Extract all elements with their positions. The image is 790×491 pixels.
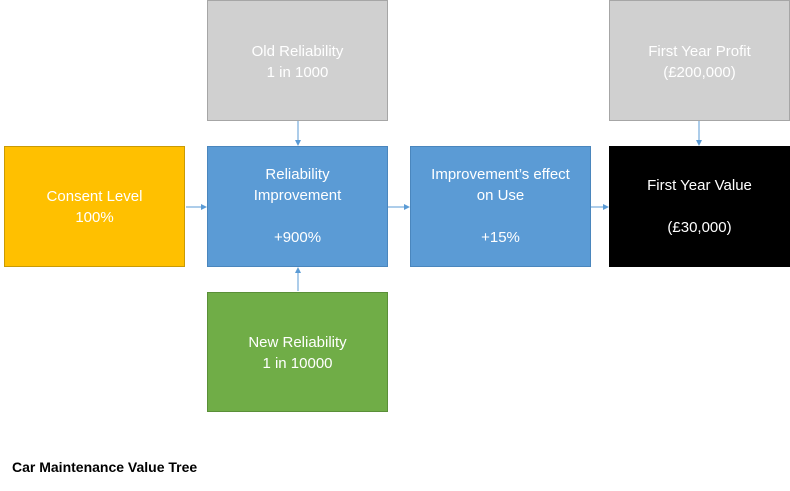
node-new-reliability: New Reliability 1 in 10000 — [207, 292, 388, 412]
node-consent-level: Consent Level 100% — [4, 146, 185, 267]
node-improvement-effect-value: +15% — [481, 229, 520, 246]
node-new-reliability-title: New Reliability — [248, 334, 347, 351]
node-consent-level-title: Consent Level — [46, 188, 143, 205]
node-first-year-profit: First Year Profit (£200,000) — [609, 0, 790, 121]
node-improvement-effect-title-2: on Use — [476, 187, 525, 204]
node-first-year-profit-value: (£200,000) — [663, 64, 736, 81]
node-reliability-improvement-title-2: Improvement — [253, 187, 342, 204]
node-first-year-value-title: First Year Value — [647, 177, 752, 194]
node-old-reliability: Old Reliability 1 in 1000 — [207, 0, 388, 121]
diagram-caption: Car Maintenance Value Tree — [12, 459, 198, 475]
node-consent-level-value: 100% — [75, 209, 114, 226]
node-reliability-improvement-value: +900% — [273, 229, 322, 246]
node-new-reliability-value: 1 in 10000 — [262, 355, 333, 372]
node-old-reliability-title: Old Reliability — [251, 43, 344, 60]
node-first-year-value: First Year Value (£30,000) — [609, 146, 790, 267]
node-improvement-effect-title-1: Improvement’s effect — [431, 166, 570, 183]
node-first-year-value-value: (£30,000) — [667, 219, 732, 236]
node-old-reliability-value: 1 in 1000 — [266, 64, 329, 81]
node-improvement-effect: Improvement’s effect on Use +15% — [410, 146, 591, 267]
node-reliability-improvement-title-1: Reliability — [265, 166, 330, 183]
node-reliability-improvement: Reliability Improvement +900% — [207, 146, 388, 267]
node-first-year-profit-title: First Year Profit — [648, 43, 751, 60]
